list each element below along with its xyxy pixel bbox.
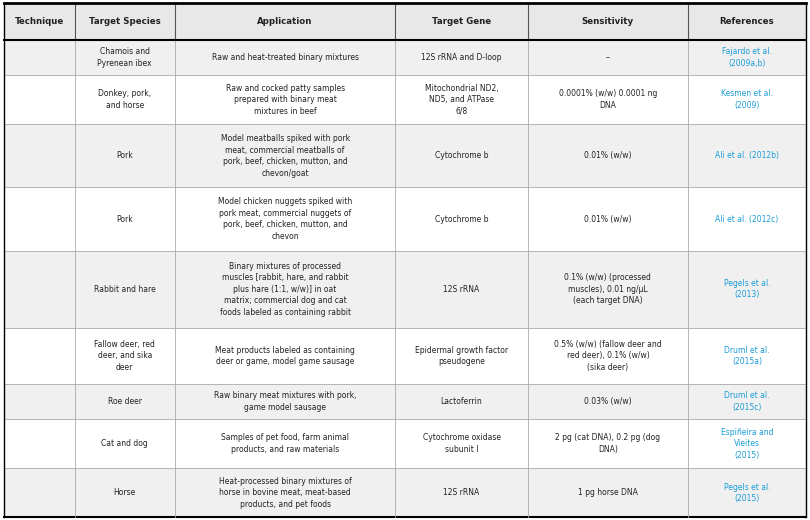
Bar	[4, 124, 806, 188]
Text: Cat and dog: Cat and dog	[101, 439, 148, 448]
Text: 12S rRNA: 12S rRNA	[443, 285, 480, 294]
Text: Target Gene: Target Gene	[432, 17, 491, 26]
Bar	[4, 251, 806, 328]
Bar	[4, 419, 806, 469]
Text: Raw binary meat mixtures with pork,
game model sausage: Raw binary meat mixtures with pork, game…	[214, 392, 356, 412]
Text: Horse: Horse	[113, 488, 136, 497]
Text: 12S rRNA: 12S rRNA	[443, 488, 480, 497]
Text: Epidermal growth factor
pseudogene: Epidermal growth factor pseudogene	[415, 346, 508, 366]
Text: Kesmen et al.
(2009): Kesmen et al. (2009)	[721, 89, 773, 110]
Text: Pork: Pork	[117, 151, 133, 160]
Text: References: References	[720, 17, 774, 26]
Text: Druml et al.
(2015a): Druml et al. (2015a)	[724, 346, 769, 366]
Text: Model meatballs spiked with pork
meat, commercial meatballs of
pork, beef, chick: Model meatballs spiked with pork meat, c…	[220, 134, 350, 177]
Text: –: –	[606, 53, 610, 62]
Text: Chamois and
Pyrenean ibex: Chamois and Pyrenean ibex	[97, 47, 152, 68]
Text: 0.5% (w/w) (fallow deer and
red deer), 0.1% (w/w)
(sika deer): 0.5% (w/w) (fallow deer and red deer), 0…	[554, 340, 662, 372]
Text: Druml et al.
(2015c): Druml et al. (2015c)	[724, 392, 769, 412]
Bar	[4, 469, 806, 517]
Bar	[4, 3, 806, 40]
Bar	[4, 188, 806, 251]
Text: Mitochondrial ND2,
ND5, and ATPase
6/8: Mitochondrial ND2, ND5, and ATPase 6/8	[424, 84, 498, 115]
Text: Pegels et al.
(2015): Pegels et al. (2015)	[723, 483, 770, 503]
Text: 2 pg (cat DNA), 0.2 pg (dog
DNA): 2 pg (cat DNA), 0.2 pg (dog DNA)	[556, 434, 660, 454]
Text: Model chicken nuggets spiked with
pork meat, commercial nuggets of
pork, beef, c: Model chicken nuggets spiked with pork m…	[218, 198, 352, 241]
Text: Rabbit and hare: Rabbit and hare	[94, 285, 156, 294]
Text: Target Species: Target Species	[89, 17, 160, 26]
Text: 1 pg horse DNA: 1 pg horse DNA	[578, 488, 637, 497]
Text: Ali et al. (2012b): Ali et al. (2012b)	[715, 151, 779, 160]
Text: Espiñeira and
Vieites
(2015): Espiñeira and Vieites (2015)	[721, 428, 774, 460]
Text: Roe deer: Roe deer	[108, 397, 142, 406]
Text: Samples of pet food, farm animal
products, and raw materials: Samples of pet food, farm animal product…	[221, 434, 349, 454]
Text: Fallow deer, red
deer, and sika
deer: Fallow deer, red deer, and sika deer	[94, 340, 156, 372]
Bar	[4, 328, 806, 384]
Text: Donkey, pork,
and horse: Donkey, pork, and horse	[98, 89, 151, 110]
Bar	[4, 75, 806, 124]
Text: Raw and heat-treated binary mixtures: Raw and heat-treated binary mixtures	[211, 53, 359, 62]
Text: Raw and cocked patty samples
prepared with binary meat
mixtures in beef: Raw and cocked patty samples prepared wi…	[225, 84, 345, 115]
Text: Application: Application	[258, 17, 313, 26]
Text: 0.1% (w/w) (processed
muscles), 0.01 ng/μL
(each target DNA): 0.1% (w/w) (processed muscles), 0.01 ng/…	[565, 274, 651, 305]
Text: 0.0001% (w/w) 0.0001 ng
DNA: 0.0001% (w/w) 0.0001 ng DNA	[559, 89, 657, 110]
Text: Fajardo et al.
(2009a,b): Fajardo et al. (2009a,b)	[722, 47, 772, 68]
Bar	[4, 40, 806, 75]
Text: 0.01% (w/w): 0.01% (w/w)	[584, 151, 632, 160]
Text: Heat-processed binary mixtures of
horse in bovine meat, meat-based
products, and: Heat-processed binary mixtures of horse …	[219, 477, 352, 509]
Text: Pork: Pork	[117, 215, 133, 224]
Bar	[4, 384, 806, 419]
Text: Cytochrome b: Cytochrome b	[435, 151, 488, 160]
Text: Cytochrome oxidase
subunit I: Cytochrome oxidase subunit I	[423, 434, 501, 454]
Text: Ali et al. (2012c): Ali et al. (2012c)	[715, 215, 778, 224]
Text: 12S rRNA and D-loop: 12S rRNA and D-loop	[421, 53, 501, 62]
Text: Lactoferrin: Lactoferrin	[441, 397, 483, 406]
Text: Technique: Technique	[15, 17, 64, 26]
Text: Cytochrome b: Cytochrome b	[435, 215, 488, 224]
Text: Sensitivity: Sensitivity	[582, 17, 634, 26]
Text: Meat products labeled as containing
deer or game, model game sausage: Meat products labeled as containing deer…	[215, 346, 355, 366]
Text: Pegels et al.
(2013): Pegels et al. (2013)	[723, 279, 770, 300]
Text: 0.03% (w/w): 0.03% (w/w)	[584, 397, 632, 406]
Text: Binary mixtures of processed
muscles [rabbit, hare, and rabbit
plus hare (1:1, w: Binary mixtures of processed muscles [ra…	[220, 262, 351, 317]
Text: 0.01% (w/w): 0.01% (w/w)	[584, 215, 632, 224]
